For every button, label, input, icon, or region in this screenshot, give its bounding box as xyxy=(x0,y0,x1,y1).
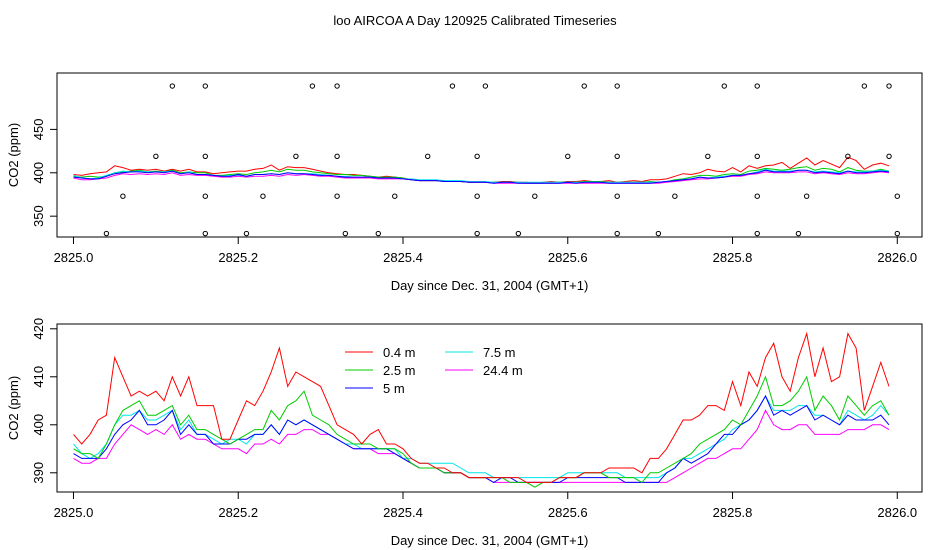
outlier-point xyxy=(845,153,851,160)
series-line-244m xyxy=(73,409,890,483)
x-tick-label: 2825.0 xyxy=(54,505,94,520)
y-tick-label: 450 xyxy=(31,119,46,141)
x-tick-label: 2825.2 xyxy=(218,505,258,520)
outlier-point xyxy=(754,193,760,199)
outlier-point xyxy=(243,230,250,237)
x-tick-label: 2825.2 xyxy=(218,250,258,265)
outlier-point xyxy=(425,153,431,160)
legend: 0.4 m 2.5 m 5 m 7.5 m 24.4 m xyxy=(345,345,523,396)
plot-frame xyxy=(56,323,923,493)
y-axis-label: CO2 (ppm) xyxy=(6,376,21,440)
outlier-point xyxy=(894,193,900,199)
outlier-point xyxy=(202,230,208,237)
outlier-point xyxy=(474,193,480,199)
legend-label: 7.5 m xyxy=(483,345,516,360)
x-axis-label: Day since Dec. 31, 2004 (GMT+1) xyxy=(391,533,589,548)
outlier-point xyxy=(392,193,398,199)
x-tick-label: 2825.6 xyxy=(548,250,588,265)
outlier-point xyxy=(449,83,456,89)
outlier-point xyxy=(614,153,620,160)
plot-frame xyxy=(56,72,923,238)
outlier-point xyxy=(169,83,176,89)
outlier-point xyxy=(334,193,340,199)
y-tick-label: 400 xyxy=(31,414,46,436)
outlier-point xyxy=(886,83,892,89)
series-line-75m xyxy=(73,394,890,479)
x-axis-label: Day since Dec. 31, 2004 (GMT+1) xyxy=(391,278,589,293)
legend-label: 24.4 m xyxy=(483,363,523,378)
outlier-point xyxy=(581,83,587,89)
outlier-point xyxy=(375,230,381,237)
legend-label: 2.5 m xyxy=(383,363,416,378)
outlier-point xyxy=(260,193,266,199)
outlier-point xyxy=(754,153,760,160)
x-tick-label: 2825.0 xyxy=(54,250,94,265)
y-tick-label: 410 xyxy=(31,366,46,388)
outlier-point xyxy=(705,153,711,160)
outlier-point xyxy=(515,230,522,237)
x-tick-label: 2825.8 xyxy=(713,505,753,520)
outlier-point xyxy=(153,153,159,160)
lower-panel: 2825.0 2825.2 2825.4 2825.6 2825.8 2826.0 390 4… xyxy=(6,318,923,548)
outlier-point xyxy=(614,83,620,89)
x-tick-label: 2825.4 xyxy=(383,505,423,520)
outlier-point xyxy=(721,83,727,89)
outlier-point xyxy=(474,153,480,160)
legend-label: 5 m xyxy=(383,381,405,396)
outlier-point xyxy=(482,83,489,89)
outlier-point xyxy=(614,230,620,237)
x-tick-label: 2826.0 xyxy=(877,250,917,265)
outlier-point xyxy=(103,230,110,237)
outlier-point xyxy=(474,230,480,237)
outlier-point xyxy=(309,83,316,89)
x-tick-label: 2825.4 xyxy=(383,250,423,265)
outlier-point xyxy=(672,193,678,199)
outlier-point xyxy=(886,153,892,160)
outlier-point xyxy=(120,193,126,199)
y-tick-label: 400 xyxy=(31,162,46,184)
chart-title: loo AIRCOA A Day 120925 Calibrated Times… xyxy=(333,13,617,28)
outlier-point xyxy=(202,153,208,160)
y-tick-label: 390 xyxy=(31,462,46,484)
outlier-point xyxy=(861,83,868,89)
y-tick-label: 350 xyxy=(31,205,46,227)
outlier-point xyxy=(293,153,299,160)
outlier-point xyxy=(803,193,810,199)
outlier-point xyxy=(655,230,662,237)
outlier-point xyxy=(202,193,208,199)
series-line-5m xyxy=(73,169,890,184)
upper-panel: 2825.0 2825.2 2825.4 2825.6 2825.8 2826.0 350 4… xyxy=(6,72,923,293)
outlier-point xyxy=(334,83,340,89)
series-line-5m xyxy=(73,394,890,483)
y-tick-label: 420 xyxy=(31,318,46,340)
upper-series-group xyxy=(73,156,890,184)
x-tick-label: 2826.0 xyxy=(877,505,917,520)
outlier-point xyxy=(754,83,760,89)
outlier-point xyxy=(754,230,760,237)
legend-label: 0.4 m xyxy=(383,345,416,360)
outlier-point xyxy=(532,193,538,199)
outlier-point xyxy=(614,193,620,199)
outlier-point xyxy=(342,230,349,237)
lower-series-group xyxy=(73,331,890,488)
y-axis-label: CO2 (ppm) xyxy=(6,123,21,187)
x-tick-label: 2825.8 xyxy=(713,250,753,265)
outlier-point xyxy=(565,153,571,160)
outlier-point xyxy=(795,230,802,237)
outlier-point xyxy=(894,230,900,237)
series-line-04m xyxy=(73,331,890,483)
x-tick-label: 2825.6 xyxy=(548,505,588,520)
outlier-point xyxy=(202,83,208,89)
outlier-point xyxy=(334,153,340,160)
